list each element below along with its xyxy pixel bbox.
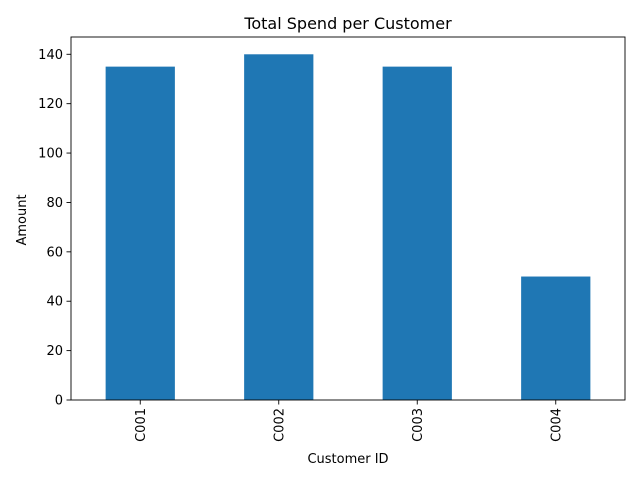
- y-tick-label: 60: [46, 245, 63, 260]
- y-tick-label: 140: [38, 48, 63, 63]
- x-tick-label: C004: [549, 408, 564, 442]
- y-tick-label: 20: [46, 344, 63, 359]
- x-tick-label: C001: [134, 408, 149, 442]
- plot-frame: [70, 36, 626, 401]
- y-axis-label: Amount: [15, 194, 30, 245]
- bars-group: [105, 54, 591, 400]
- x-tick-label: C002: [272, 408, 287, 442]
- y-tick-label: 100: [38, 147, 63, 162]
- x-axis: C001 C002 C003 C004: [134, 400, 564, 442]
- y-tick-label: 40: [46, 295, 63, 310]
- x-tick-label: C003: [411, 408, 426, 442]
- bar-c003: [382, 66, 452, 400]
- bar-c004: [521, 276, 591, 400]
- y-tick-label: 80: [46, 196, 63, 211]
- bar-c001: [105, 66, 175, 400]
- chart-title: Total Spend per Customer: [243, 14, 452, 33]
- bar-c002: [244, 54, 314, 400]
- y-axis: 0 20 40 60 80 100 120 140: [38, 48, 71, 409]
- y-tick-label: 0: [55, 394, 63, 409]
- x-axis-label: Customer ID: [307, 452, 388, 467]
- y-tick-label: 120: [38, 97, 63, 112]
